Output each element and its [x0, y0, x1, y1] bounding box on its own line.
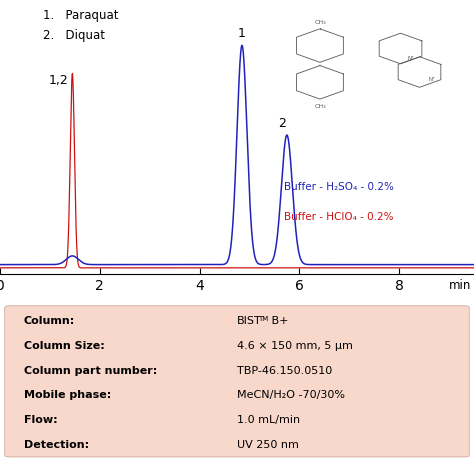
Text: B+: B+	[268, 316, 288, 326]
Text: 1,2: 1,2	[48, 74, 68, 87]
Text: min: min	[449, 279, 472, 292]
Text: Column:: Column:	[24, 316, 75, 326]
Text: N⁺: N⁺	[429, 77, 436, 82]
Text: 2: 2	[278, 116, 286, 129]
Text: Flow:: Flow:	[24, 415, 57, 426]
Text: 1.   Paraquat
2.   Diquat: 1. Paraquat 2. Diquat	[43, 9, 118, 42]
Text: Buffer - HClO₄ - 0.2%: Buffer - HClO₄ - 0.2%	[284, 212, 394, 222]
Text: 1: 1	[238, 27, 246, 40]
Text: BIST: BIST	[237, 316, 262, 326]
Text: TM: TM	[258, 316, 269, 322]
Text: TBP-46.150.0510: TBP-46.150.0510	[237, 365, 332, 376]
Text: Detection:: Detection:	[24, 440, 89, 450]
Text: Column Size:: Column Size:	[24, 340, 104, 351]
Text: CH₃: CH₃	[314, 20, 326, 25]
Text: CH₃: CH₃	[314, 104, 326, 109]
Text: MeCN/H₂O -70/30%: MeCN/H₂O -70/30%	[237, 390, 345, 401]
Text: N⁺: N⁺	[408, 56, 415, 61]
Text: Buffer - H₂SO₄ - 0.2%: Buffer - H₂SO₄ - 0.2%	[284, 182, 394, 192]
Text: UV 250 nm: UV 250 nm	[237, 440, 299, 450]
Text: 1.0 mL/min: 1.0 mL/min	[237, 415, 300, 426]
FancyBboxPatch shape	[5, 306, 469, 457]
Text: Column part number:: Column part number:	[24, 365, 157, 376]
Text: 4.6 × 150 mm, 5 μm: 4.6 × 150 mm, 5 μm	[237, 340, 353, 351]
Text: Mobile phase:: Mobile phase:	[24, 390, 111, 401]
